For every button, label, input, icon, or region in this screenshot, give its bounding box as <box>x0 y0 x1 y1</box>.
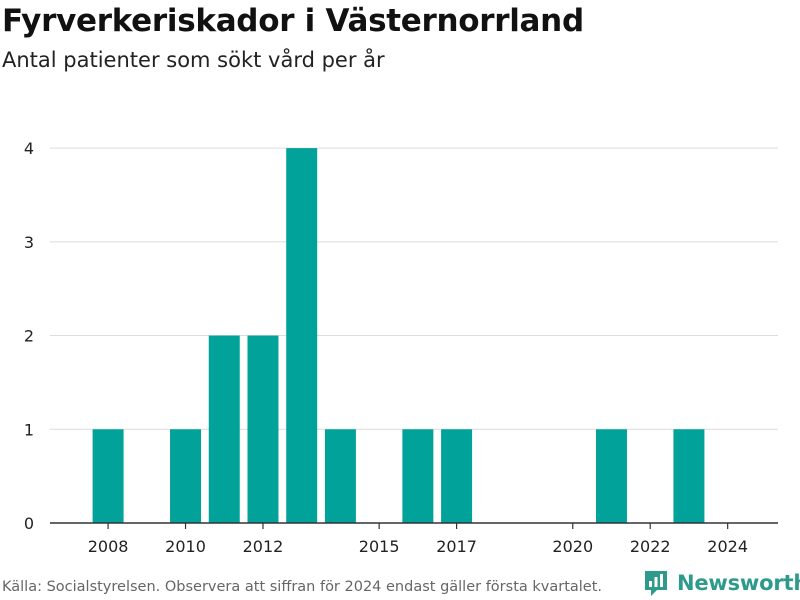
x-tick-label: 2010 <box>165 537 206 556</box>
bar <box>92 429 124 523</box>
x-tick-label: 2020 <box>552 537 593 556</box>
bar <box>324 429 356 523</box>
bar <box>286 148 318 523</box>
chart-title: Fyrverkeriskador i Västernorrland <box>2 3 584 39</box>
bar <box>208 335 240 523</box>
bar <box>441 429 473 523</box>
x-tick-label: 2012 <box>243 537 284 556</box>
brand[interactable]: Newsworthy <box>643 569 800 597</box>
y-tick-label: 0 <box>24 514 34 533</box>
y-tick-label: 2 <box>24 327 34 346</box>
chart-subtitle: Antal patienter som sökt vård per år <box>2 48 385 72</box>
y-tick-label: 4 <box>24 139 34 158</box>
x-tick-label: 2008 <box>88 537 129 556</box>
bar <box>247 335 279 523</box>
x-tick-label: 2022 <box>630 537 671 556</box>
newsworthy-logo-icon <box>645 571 667 596</box>
y-tick-label: 3 <box>24 233 34 252</box>
bar <box>170 429 202 523</box>
bar <box>596 429 627 523</box>
brand-name: Newsworthy <box>677 571 800 595</box>
bar <box>402 429 434 523</box>
x-tick-label: 2017 <box>436 537 477 556</box>
x-tick-label: 2024 <box>707 537 748 556</box>
y-tick-label: 1 <box>24 420 34 439</box>
x-tick-label: 2015 <box>359 537 400 556</box>
bar <box>673 429 705 523</box>
source-note: Källa: Socialstyrelsen. Observera att si… <box>2 579 603 595</box>
